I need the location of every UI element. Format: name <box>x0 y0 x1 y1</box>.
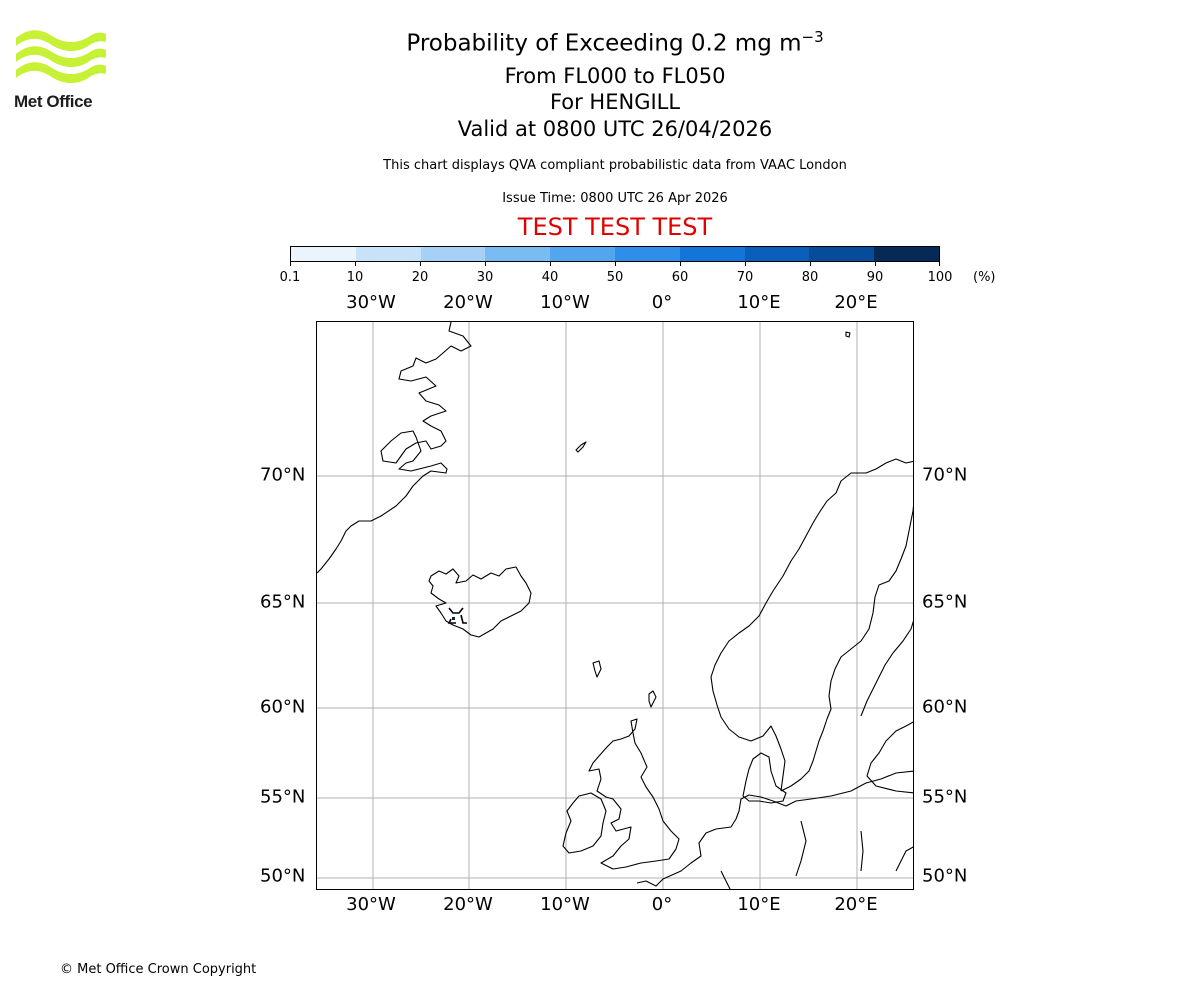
colorbar-label: 60 <box>671 270 689 285</box>
colorbar-bin <box>614 247 680 261</box>
lat-label-right: 50°N <box>922 865 968 887</box>
lat-label-right: 70°N <box>922 464 968 486</box>
colorbar-label: 80 <box>801 270 819 285</box>
lat-label-left: 70°N <box>260 464 306 486</box>
iceland-coast <box>428 566 532 638</box>
lon-label-top: 10°E <box>737 292 781 313</box>
colorbar-bin <box>744 247 810 261</box>
denmark-coast <box>742 752 787 804</box>
border-lines <box>720 820 913 889</box>
met-office-wave-icon <box>16 30 106 84</box>
colorbar-bin <box>550 247 615 261</box>
coastlines <box>317 322 913 889</box>
colorbar-bin <box>809 247 875 261</box>
colorbar-label: 20 <box>411 270 429 285</box>
colorbar-bin <box>874 247 939 261</box>
lon-label-top: 20°W <box>443 292 493 313</box>
colorbar-label: 0.1 <box>279 270 301 285</box>
colorbar-tick <box>875 262 876 266</box>
colorbar-label: 10 <box>346 270 364 285</box>
chart-title-text: Probability of Exceeding 0.2 mg m <box>406 30 802 57</box>
graticule <box>317 322 913 889</box>
test-banner: TEST TEST TEST <box>517 213 713 241</box>
colorbar-bin <box>420 247 486 261</box>
jan-mayen-coast <box>575 441 587 453</box>
colorbar-label: 30 <box>476 270 494 285</box>
chart-title-superscript: −3 <box>801 28 824 46</box>
lon-label-bottom: 20°E <box>834 894 878 915</box>
colorbar-tick <box>680 262 681 266</box>
colorbar-tick <box>420 262 421 266</box>
copyright-notice: © Met Office Crown Copyright <box>60 962 257 977</box>
issue-time: Issue Time: 0800 UTC 26 Apr 2026 <box>502 191 728 206</box>
colorbar-unit: (%) <box>973 270 996 285</box>
colorbar-bin <box>291 247 356 261</box>
met-office-logo-text: Met Office <box>14 92 93 111</box>
volcano-name: For HENGILL <box>549 90 681 114</box>
lon-label-top: 0° <box>651 292 673 313</box>
colorbar-label: 50 <box>606 270 624 285</box>
lat-label-left: 65°N <box>260 591 306 613</box>
colorbar-tick <box>550 262 551 266</box>
chart-title: Probability of Exceeding 0.2 mg m−3 <box>406 28 823 57</box>
lon-label-bottom: 30°W <box>346 894 396 915</box>
colorbar-tick <box>485 262 486 266</box>
colorbar-label: 70 <box>736 270 754 285</box>
probability-colorbar <box>290 246 940 262</box>
ireland-coast <box>562 792 607 854</box>
faroe-coast <box>592 660 602 678</box>
colorbar-tick <box>939 262 940 266</box>
continental-coast <box>636 770 913 887</box>
lon-label-top: 30°W <box>346 292 396 313</box>
lon-label-top: 20°E <box>834 292 878 313</box>
shetland-coast <box>648 690 657 708</box>
lon-label-bottom: 10°W <box>540 894 590 915</box>
valid-time: Valid at 0800 UTC 26/04/2026 <box>457 117 773 141</box>
colorbar-tick <box>745 262 746 266</box>
lat-label-right: 60°N <box>922 696 968 718</box>
lat-label-right: 55°N <box>922 786 968 808</box>
map-panel[interactable] <box>316 321 914 890</box>
gulf-of-bothnia-coast <box>860 620 913 717</box>
bear-island-coast <box>845 331 851 338</box>
greenland-coast <box>317 322 472 574</box>
colorbar-tick <box>615 262 616 266</box>
colorbar-tick <box>810 262 811 266</box>
lat-label-left: 50°N <box>260 865 306 887</box>
lat-label-left: 60°N <box>260 696 306 718</box>
lon-label-bottom: 20°W <box>443 894 493 915</box>
colorbar-tick <box>355 262 356 266</box>
qva-subtitle: This chart displays QVA compliant probab… <box>383 158 847 173</box>
scandinavia-coast <box>710 458 913 792</box>
colorbar-bin <box>679 247 745 261</box>
lon-label-top: 10°W <box>540 292 590 313</box>
baltic-east-coast <box>866 721 913 794</box>
great-britain-coast <box>588 718 680 870</box>
lat-label-left: 55°N <box>260 786 306 808</box>
colorbar-bin <box>485 247 551 261</box>
lon-label-bottom: 10°E <box>737 894 781 915</box>
hengill-ash-marker <box>447 607 467 624</box>
colorbar-label: 40 <box>541 270 559 285</box>
flight-level-range: From FL000 to FL050 <box>504 64 726 88</box>
lon-label-bottom: 0° <box>651 894 673 915</box>
lat-label-right: 65°N <box>922 591 968 613</box>
map-canvas <box>317 322 913 889</box>
colorbar-tick <box>290 262 291 266</box>
colorbar-bin <box>355 247 421 261</box>
colorbar-label: 100 <box>927 270 953 285</box>
met-office-logo: Met Office <box>14 30 106 112</box>
colorbar-label: 90 <box>866 270 884 285</box>
